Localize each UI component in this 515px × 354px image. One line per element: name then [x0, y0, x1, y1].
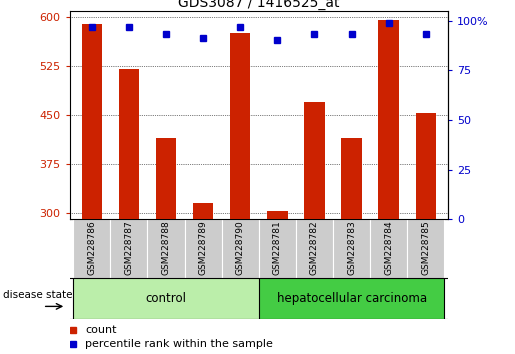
Bar	[147, 219, 184, 278]
Text: control: control	[146, 292, 186, 305]
Text: GSM228781: GSM228781	[273, 220, 282, 275]
Text: GSM228786: GSM228786	[87, 220, 96, 275]
Bar	[81, 24, 102, 219]
Text: percentile rank within the sample: percentile rank within the sample	[85, 339, 273, 349]
Text: GSM228787: GSM228787	[125, 220, 133, 275]
Text: GSM228788: GSM228788	[162, 220, 170, 275]
Bar	[370, 219, 407, 278]
Bar	[184, 219, 221, 278]
Bar	[407, 219, 444, 278]
Bar	[379, 21, 399, 219]
Title: GDS3087 / 1416525_at: GDS3087 / 1416525_at	[178, 0, 339, 10]
Bar	[267, 211, 287, 219]
Text: GSM228783: GSM228783	[347, 220, 356, 275]
Bar	[416, 113, 436, 219]
Bar	[156, 138, 176, 219]
Bar	[341, 138, 362, 219]
Bar	[230, 34, 250, 219]
Text: GSM228790: GSM228790	[236, 220, 245, 275]
Bar	[304, 102, 324, 219]
Text: count: count	[85, 325, 116, 335]
Bar	[193, 203, 213, 219]
Text: hepatocellular carcinoma: hepatocellular carcinoma	[277, 292, 426, 305]
Bar	[222, 219, 259, 278]
Text: GSM228782: GSM228782	[310, 220, 319, 275]
Bar	[118, 69, 139, 219]
Bar	[333, 219, 370, 278]
Text: disease state: disease state	[3, 290, 72, 300]
Bar	[296, 219, 333, 278]
Bar	[110, 219, 147, 278]
Bar	[259, 219, 296, 278]
Text: GSM228785: GSM228785	[421, 220, 431, 275]
Text: GSM228784: GSM228784	[384, 220, 393, 275]
Text: GSM228789: GSM228789	[199, 220, 208, 275]
Bar	[73, 219, 110, 278]
Bar	[73, 278, 259, 319]
Bar	[259, 278, 444, 319]
